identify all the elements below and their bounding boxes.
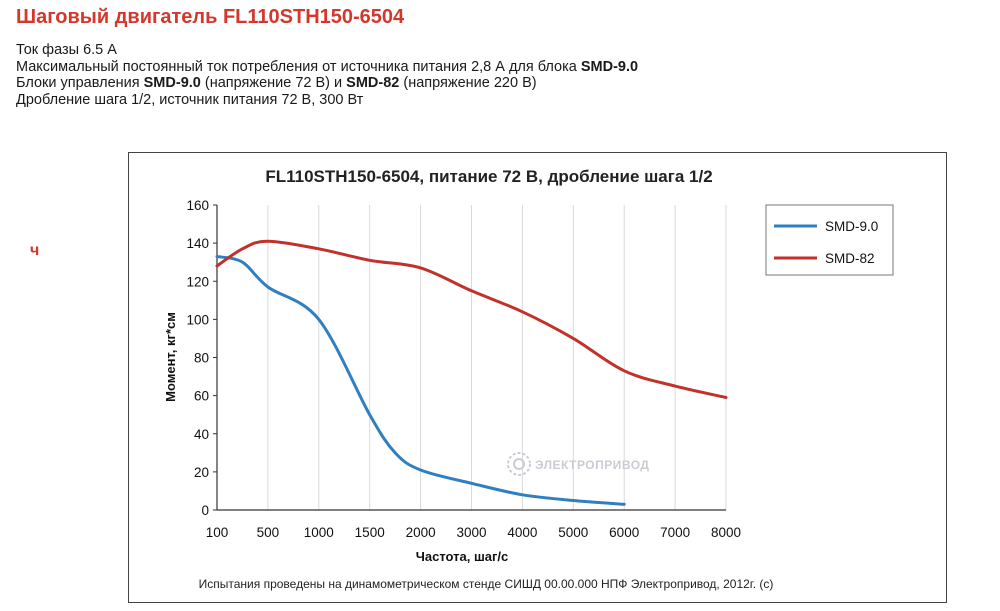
- y-tick-label: 20: [194, 465, 209, 480]
- x-tick-label: 5000: [558, 525, 588, 540]
- legend-label: SMD-82: [825, 251, 875, 266]
- x-tick-label: 1000: [304, 525, 334, 540]
- x-tick-labels: 100 500 1000 1500 2000 3000 4000 5000 6000 7000 80…: [206, 525, 741, 540]
- series-line-smd-82: [215, 239, 728, 399]
- spec-line-step-division: Дробление шага 1/2, источник питания 72 …: [16, 91, 364, 108]
- chart-title: FL110STH150-6504, питание 72 В, дроблени…: [265, 167, 712, 186]
- spec-text-part: SMD-82: [346, 75, 400, 91]
- y-tick-label: 100: [186, 312, 209, 327]
- torque-chart: FL110STH150-6504, питание 72 В, дроблени…: [163, 167, 894, 591]
- page-title: Шаговый двигатель FL110STH150-6504: [16, 6, 405, 28]
- x-tick-label: 7000: [660, 525, 690, 540]
- x-tick-label: 500: [257, 525, 280, 540]
- y-tick-label: 40: [194, 427, 209, 442]
- legend: SMD-9.0 SMD-82: [774, 219, 878, 266]
- spec-list: Ток фазы 6.5 А Максимальный постоянный т…: [16, 42, 638, 108]
- spec-text-part: SMD-9.0: [580, 58, 639, 75]
- x-tick-label: 6000: [609, 525, 639, 540]
- y-tick-label: 0: [201, 503, 209, 518]
- spec-text-part: (напряжение 220 В): [399, 75, 537, 91]
- chart-frame: FL110STH150-6504, питание 72 В, дроблени…: [128, 152, 947, 603]
- y-tick-labels: 0 20 40 60 80 100 120 140 160: [186, 198, 217, 518]
- spec-line-max-current: Максимальный постоянный ток потребления …: [16, 59, 638, 76]
- spec-line-drivers: Блоки управления SMD-9.0 (напряжение 72 …: [16, 75, 638, 92]
- x-tick-label: 100: [206, 525, 229, 540]
- chart-grid: [267, 205, 727, 510]
- watermark-logo-core-icon: [513, 458, 525, 470]
- x-tick-label: 8000: [711, 525, 741, 540]
- y-tick-label: 60: [194, 389, 209, 404]
- x-tick-label: 4000: [507, 525, 537, 540]
- y-tick-label: 160: [186, 198, 209, 213]
- watermark-text: ЭЛЕКТРОПРИВОД: [535, 458, 649, 472]
- y-tick-label: 80: [194, 351, 209, 366]
- y-axis-title: Момент, кг*см: [163, 312, 178, 402]
- spec-text-part: SMD-9.0: [143, 75, 201, 91]
- y-tick-label: 140: [186, 236, 209, 251]
- legend-label: SMD-9.0: [825, 219, 878, 234]
- y-tick-label: 120: [186, 274, 209, 289]
- spec-line-phase-current: Ток фазы 6.5 А: [16, 42, 117, 58]
- spec-text-part: (напряжение 72 В) и: [200, 75, 347, 91]
- watermark-logo-icon: [507, 452, 531, 476]
- x-tick-label: 3000: [456, 525, 486, 540]
- legend-box: [765, 204, 894, 276]
- side-mark: ч: [30, 242, 40, 259]
- series-line-smd-9.0: [215, 255, 626, 506]
- x-axis-title: Частота, шаг/с: [416, 549, 509, 564]
- spec-text-part: Максимальный постоянный ток потребления …: [16, 58, 581, 75]
- watermark: ЭЛЕКТРОПРИВОД: [507, 452, 649, 476]
- spec-text-part: Блоки управления: [16, 75, 144, 91]
- chart-footnote: Испытания проведены на динамометрическом…: [199, 577, 774, 591]
- chart-series: [215, 239, 728, 506]
- x-tick-label: 2000: [406, 525, 436, 540]
- x-tick-label: 1500: [355, 525, 385, 540]
